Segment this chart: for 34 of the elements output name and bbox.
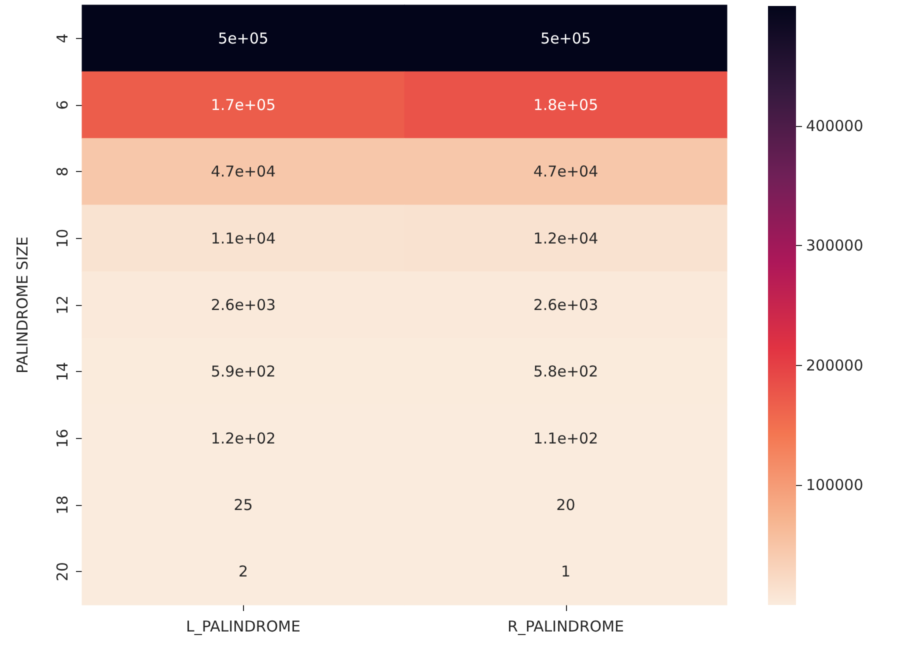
data-label: 2: [238, 562, 248, 581]
data-label: 1.1e+04: [210, 229, 276, 248]
data-label: 25: [234, 496, 253, 514]
y-tick-label: 16: [54, 428, 72, 448]
color-bar-label: 400000: [806, 116, 864, 135]
data-label: 1.8e+05: [533, 96, 598, 114]
y-tick-label: 14: [54, 362, 72, 382]
data-label: 5.9e+02: [210, 362, 276, 381]
data-label: 1.7e+05: [210, 96, 276, 114]
color-bar-label: 300000: [806, 236, 864, 255]
data-label: 4.7e+04: [210, 162, 276, 181]
color-bar-label: 200000: [806, 356, 864, 374]
y-tick-label: 6: [54, 100, 72, 110]
data-label: 20: [556, 496, 576, 514]
y-tick-label: 12: [54, 295, 72, 315]
y-tick-label: 8: [54, 166, 72, 176]
data-label: 5.8e+02: [533, 362, 598, 381]
data-label: 4.7e+04: [533, 162, 598, 181]
data-label: 5e+05: [218, 29, 268, 48]
color-bar-label: 100000: [806, 476, 864, 494]
y-tick-label: 10: [54, 228, 72, 248]
y-tick-label: 4: [54, 34, 72, 44]
x-tick-label: L_PALINDROME: [186, 618, 300, 636]
data-label: 5e+05: [540, 29, 591, 48]
y-tick-label: 18: [54, 495, 72, 515]
y-axis-title: PALINDROME SIZE: [14, 236, 32, 374]
data-label: 1.2e+02: [210, 429, 276, 448]
data-label: 2.6e+03: [533, 296, 598, 314]
data-label: 2.6e+03: [210, 296, 276, 314]
data-label: 1.2e+04: [533, 229, 598, 248]
y-tick-label: 20: [54, 562, 72, 582]
x-tick-label: R_PALINDROME: [508, 618, 624, 636]
data-label: 1: [560, 562, 571, 581]
data-label: 1.1e+02: [533, 429, 598, 448]
